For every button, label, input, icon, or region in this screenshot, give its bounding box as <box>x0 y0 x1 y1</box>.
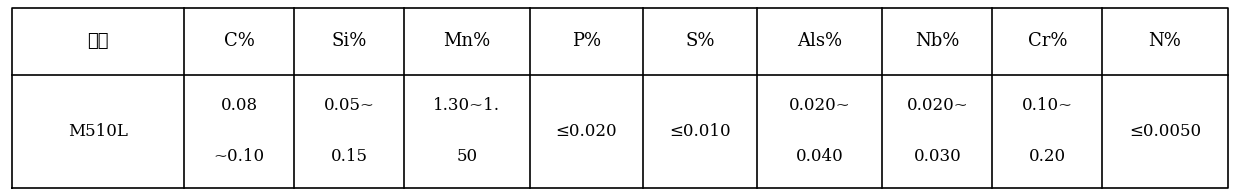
Text: Als%: Als% <box>797 32 842 50</box>
Text: 50: 50 <box>456 148 477 165</box>
Text: 0.08: 0.08 <box>221 97 258 114</box>
Text: N%: N% <box>1148 32 1182 50</box>
Text: Cr%: Cr% <box>1028 32 1066 50</box>
Text: 1.30~1.: 1.30~1. <box>433 97 500 114</box>
Text: 0.15: 0.15 <box>331 148 368 165</box>
Text: 0.040: 0.040 <box>796 148 843 165</box>
Text: P%: P% <box>572 32 601 50</box>
Text: ≤0.020: ≤0.020 <box>556 123 618 140</box>
Text: C%: C% <box>224 32 254 50</box>
Text: Mn%: Mn% <box>443 32 491 50</box>
Text: 0.10~: 0.10~ <box>1022 97 1073 114</box>
Text: ≤0.0050: ≤0.0050 <box>1128 123 1202 140</box>
Text: 0.020~: 0.020~ <box>789 97 851 114</box>
Text: M510L: M510L <box>68 123 128 140</box>
Text: ~0.10: ~0.10 <box>213 148 265 165</box>
Text: 0.20: 0.20 <box>1029 148 1066 165</box>
Text: ≤0.010: ≤0.010 <box>670 123 730 140</box>
Text: S%: S% <box>686 32 715 50</box>
Text: 0.020~: 0.020~ <box>906 97 968 114</box>
Text: 0.030: 0.030 <box>914 148 961 165</box>
Text: Si%: Si% <box>331 32 367 50</box>
Text: Nb%: Nb% <box>915 32 960 50</box>
Text: 钢种: 钢种 <box>88 32 109 50</box>
Text: 0.05~: 0.05~ <box>324 97 374 114</box>
